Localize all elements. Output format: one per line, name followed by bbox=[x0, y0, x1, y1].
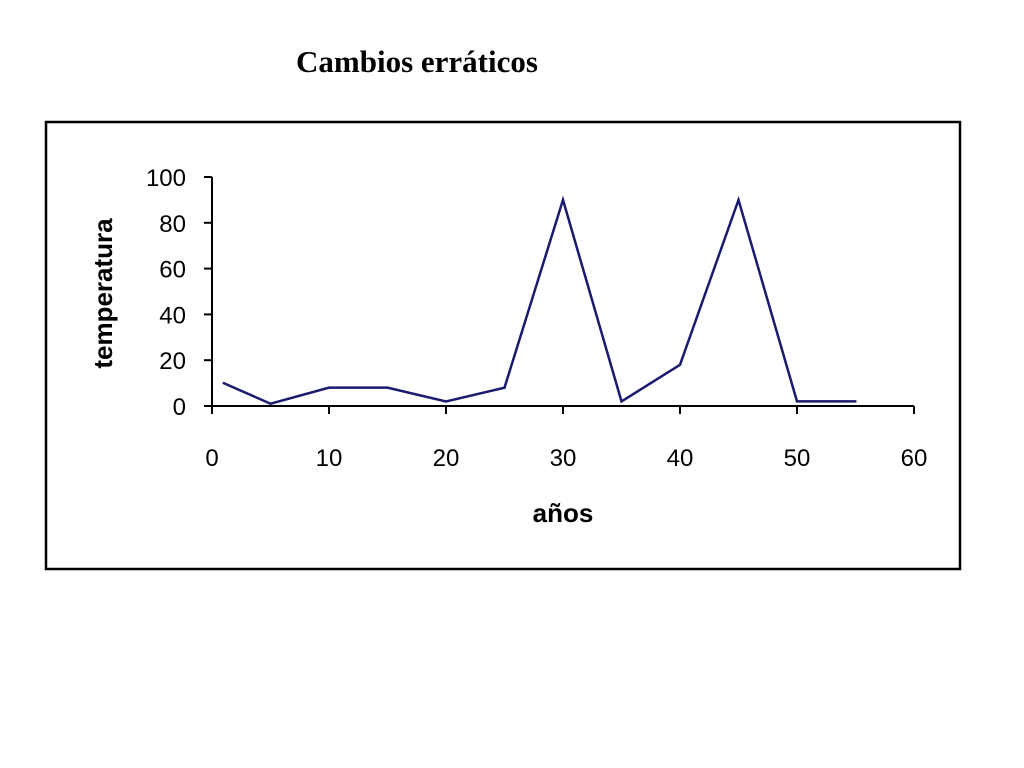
x-tick-label: 40 bbox=[667, 445, 694, 472]
data-point bbox=[737, 198, 740, 202]
y-tick-label: 0 bbox=[173, 394, 186, 421]
data-point bbox=[854, 400, 857, 403]
x-tick-label: 50 bbox=[784, 445, 811, 472]
data-point bbox=[503, 386, 506, 389]
y-ticks: 0 20 40 60 80 100 bbox=[146, 165, 212, 421]
data-point bbox=[561, 198, 565, 202]
data-point bbox=[386, 386, 389, 389]
x-tick-label: 30 bbox=[550, 445, 577, 472]
x-tick-label: 20 bbox=[433, 445, 460, 472]
data-point bbox=[327, 386, 331, 389]
y-tick-label: 40 bbox=[159, 302, 186, 329]
y-tick-label: 60 bbox=[159, 257, 186, 284]
chart-title: Cambios erráticos bbox=[296, 44, 538, 79]
plot-area bbox=[222, 195, 857, 406]
x-tick-label: 60 bbox=[901, 445, 928, 472]
y-tick-label: 100 bbox=[146, 165, 186, 192]
y-tick-label: 80 bbox=[159, 211, 186, 238]
x-tick-label: 10 bbox=[316, 445, 343, 472]
y-tick-label: 20 bbox=[159, 348, 186, 375]
data-point bbox=[269, 402, 272, 405]
data-point bbox=[444, 400, 448, 403]
data-point bbox=[678, 363, 682, 366]
chart-frame bbox=[44, 120, 962, 571]
y-axis-title: temperatura bbox=[88, 218, 118, 369]
data-point bbox=[222, 381, 225, 385]
x-axis-title: años bbox=[533, 498, 594, 528]
x-tick-label: 0 bbox=[205, 445, 218, 472]
data-point bbox=[620, 400, 623, 403]
data-point bbox=[795, 400, 799, 403]
series-line bbox=[223, 195, 856, 406]
x-ticks: 0 10 20 30 40 50 60 bbox=[205, 406, 927, 472]
